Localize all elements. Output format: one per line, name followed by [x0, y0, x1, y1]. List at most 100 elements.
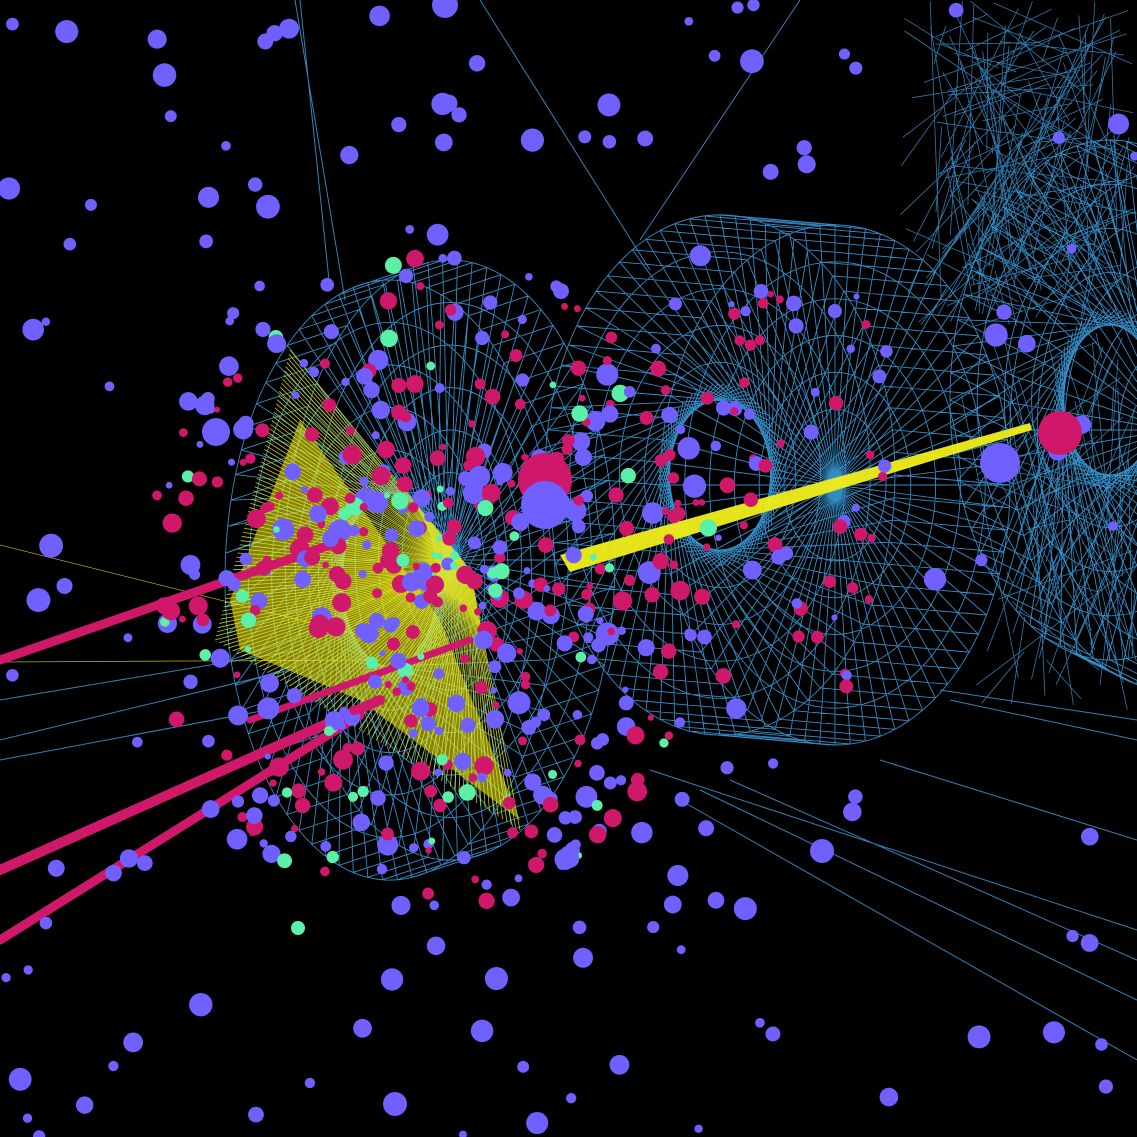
- cluster-hit: [371, 466, 391, 486]
- violet-hit: [257, 33, 274, 50]
- violet-hit: [63, 237, 77, 251]
- cluster-hit: [255, 423, 270, 438]
- cluster-hit: [477, 500, 494, 517]
- cluster-hit: [386, 637, 401, 651]
- violet-hit: [147, 29, 167, 49]
- cluster-hit: [309, 505, 327, 523]
- violet-hit: [575, 785, 598, 808]
- cluster-hit: [183, 674, 198, 689]
- cluster-hit: [481, 483, 501, 503]
- violet-hit: [637, 639, 655, 657]
- barrel-hit: [660, 385, 671, 396]
- cluster-hit: [334, 572, 352, 590]
- violet-hit: [378, 755, 394, 771]
- cluster-hit: [424, 784, 438, 798]
- cluster-hit: [488, 583, 503, 598]
- violet-hit: [517, 1060, 530, 1073]
- violet-hit: [573, 947, 594, 968]
- violet-hit: [682, 474, 707, 498]
- cluster-hit: [570, 360, 587, 376]
- violet-hit: [597, 93, 621, 117]
- violet-hit: [152, 63, 177, 87]
- violet-hit: [502, 888, 520, 907]
- cluster-hit: [537, 708, 551, 722]
- violet-hit: [432, 0, 458, 18]
- cluster-hit: [165, 481, 173, 489]
- cluster-hit: [188, 596, 208, 616]
- cluster-hit: [294, 797, 311, 814]
- violet-hit: [694, 1124, 703, 1133]
- cluster-hit: [548, 769, 558, 779]
- violet-hit: [47, 859, 65, 877]
- cluster-hit: [608, 487, 624, 503]
- violet-hit: [6, 17, 19, 31]
- barrel-hit: [671, 506, 686, 521]
- violet-hit: [663, 895, 682, 914]
- cluster-hit: [612, 591, 633, 611]
- cluster-hit: [264, 753, 271, 760]
- barrel-hit: [880, 345, 893, 358]
- violet-hit: [340, 145, 359, 165]
- cluster-hit: [159, 617, 170, 627]
- violet-hit: [299, 358, 309, 368]
- violet-hit: [796, 140, 812, 156]
- cluster-hit: [245, 453, 256, 464]
- barrel-hit: [698, 499, 706, 506]
- cluster-hit: [564, 842, 580, 857]
- cluster-hit: [433, 668, 445, 680]
- violet-hit: [526, 1111, 549, 1135]
- cluster-hit: [450, 551, 459, 561]
- cluster-hit: [459, 604, 468, 613]
- cluster-hit: [262, 844, 281, 863]
- cluster-hit: [503, 768, 512, 777]
- cluster-hit: [405, 375, 424, 393]
- violet-hit: [458, 1130, 467, 1137]
- barrel-hit: [754, 335, 765, 346]
- cluster-hit: [607, 627, 616, 636]
- cluster-hit: [622, 686, 629, 693]
- cluster-hit: [285, 830, 297, 843]
- violet-hit: [747, 0, 760, 12]
- cluster-hit: [235, 589, 250, 603]
- barrel-hit: [743, 492, 759, 507]
- cluster-hit: [372, 588, 383, 599]
- violet-hit: [572, 709, 583, 720]
- violet-hit: [369, 5, 390, 27]
- barrel-hit: [823, 575, 837, 588]
- cluster-hit: [537, 848, 547, 859]
- violet-hit: [197, 186, 220, 208]
- cluster-hit: [337, 721, 346, 730]
- cluster-hit: [594, 563, 606, 575]
- barrel-hit: [771, 549, 787, 565]
- barrel-hit: [730, 407, 739, 416]
- cluster-hit: [339, 706, 349, 717]
- cluster-hit: [493, 563, 510, 580]
- cluster-hit: [365, 656, 379, 669]
- violet-hit: [26, 588, 51, 613]
- violet-hit: [189, 992, 213, 1017]
- violet-hit: [1018, 334, 1036, 353]
- particle-track: [0, 710, 365, 945]
- barrel-hit: [743, 408, 755, 420]
- cluster-hit: [676, 424, 686, 435]
- cluster-hit: [269, 757, 289, 777]
- violet-hit: [323, 324, 339, 340]
- cluster-hit: [304, 427, 320, 442]
- violet-hit: [948, 2, 964, 18]
- cluster-hit: [371, 400, 390, 420]
- cluster-hit: [199, 649, 212, 661]
- violet-hit: [104, 381, 115, 392]
- cluster-hit: [542, 796, 559, 813]
- cluster-hit: [277, 853, 292, 869]
- violet-hit: [631, 821, 653, 844]
- violet-hit: [767, 758, 779, 769]
- violet-hit: [257, 697, 280, 720]
- barrel-hit: [831, 614, 838, 621]
- barrel-hit: [839, 679, 854, 694]
- cluster-hit: [247, 509, 266, 529]
- violet-hit: [39, 533, 64, 558]
- cluster-hit: [556, 635, 573, 652]
- cluster-hit: [281, 787, 293, 798]
- cluster-hit: [326, 617, 346, 637]
- violet-hit: [1108, 521, 1118, 531]
